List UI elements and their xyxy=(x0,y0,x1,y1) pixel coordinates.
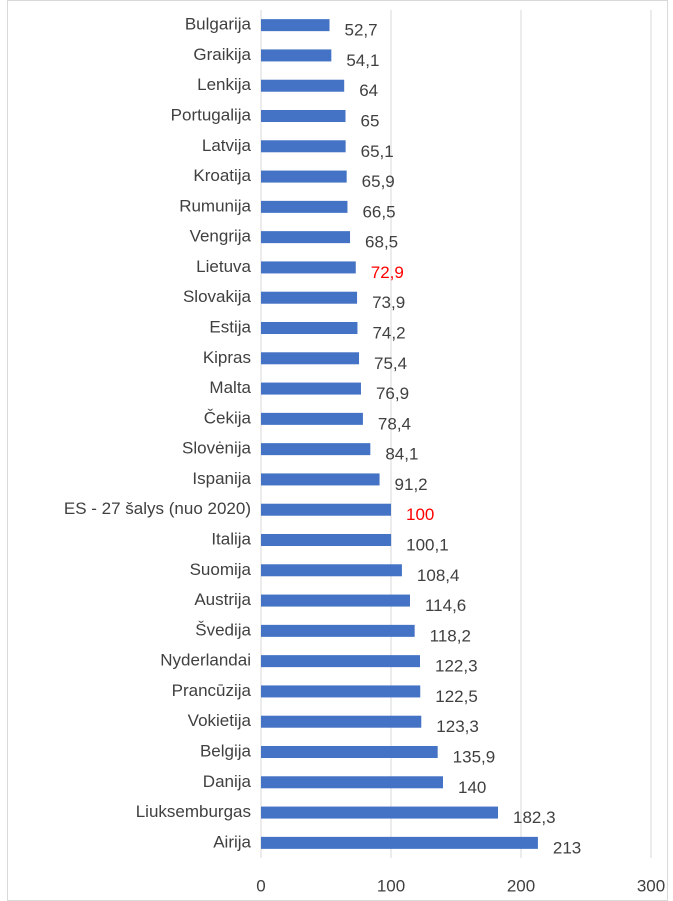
value-label: 76,9 xyxy=(376,384,409,403)
bar xyxy=(261,291,358,304)
bar xyxy=(261,776,443,789)
bar xyxy=(261,503,391,516)
bar xyxy=(261,322,358,334)
y-tick-label: Prancūzija xyxy=(172,681,252,700)
value-label: 140 xyxy=(458,778,486,797)
y-tick-label: Slovakija xyxy=(183,287,252,306)
bar xyxy=(261,110,346,122)
y-tick-label: Kroatija xyxy=(193,166,251,185)
y-tick-label: ES - 27 šalys (nuo 2020) xyxy=(64,499,251,518)
y-tick-label: Graikija xyxy=(193,45,251,64)
bar xyxy=(261,746,438,758)
bar xyxy=(261,836,538,849)
value-label: 78,4 xyxy=(378,414,411,433)
value-label: 54,1 xyxy=(346,51,379,70)
y-tick-label: Nyderlandai xyxy=(160,651,251,670)
y-tick-label: Lenkija xyxy=(197,75,251,94)
value-label: 68,5 xyxy=(365,233,398,252)
bar xyxy=(261,170,347,183)
value-label: 72,9 xyxy=(371,263,404,282)
value-label: 84,1 xyxy=(385,445,418,464)
value-label: 91,2 xyxy=(395,475,428,494)
value-label: 135,9 xyxy=(453,747,496,766)
y-tick-label: Estija xyxy=(209,317,251,336)
bar xyxy=(261,534,392,546)
value-label: 65,9 xyxy=(362,172,395,191)
y-tick-label: Suomija xyxy=(190,560,252,579)
y-tick-label: Italija xyxy=(211,529,251,548)
value-label: 114,6 xyxy=(425,596,466,615)
bar xyxy=(261,564,402,577)
bar xyxy=(261,473,380,486)
y-tick-label: Danija xyxy=(203,772,252,791)
value-label: 100 xyxy=(406,505,434,524)
value-label: 122,3 xyxy=(435,657,478,676)
value-label: 123,3 xyxy=(436,717,479,736)
value-label: 74,2 xyxy=(372,323,405,342)
x-tick-label: 100 xyxy=(377,876,405,895)
value-label: 66,5 xyxy=(362,202,395,221)
bar xyxy=(261,19,330,32)
y-tick-label: Švedija xyxy=(195,620,251,639)
x-tick-label: 0 xyxy=(256,876,265,895)
y-tick-label: Portugalija xyxy=(171,105,252,124)
value-label: 65,1 xyxy=(361,142,394,161)
bar xyxy=(261,79,345,92)
y-tick-label: Ispanija xyxy=(192,469,251,488)
bar xyxy=(261,352,360,365)
bar xyxy=(261,200,348,213)
bar xyxy=(261,624,415,637)
y-tick-label: Malta xyxy=(209,378,251,397)
value-label: 64 xyxy=(359,81,378,100)
value-label: 108,4 xyxy=(417,566,460,585)
value-label: 75,4 xyxy=(374,354,407,373)
y-tick-label: Liuksemburgas xyxy=(136,802,251,821)
value-label: 182,3 xyxy=(513,808,556,827)
value-label: 213 xyxy=(553,838,581,857)
value-label: 100,1 xyxy=(406,535,449,554)
y-tick-label: Kipras xyxy=(203,348,251,367)
y-tick-label: Belgija xyxy=(200,741,252,760)
y-tick-label: Latvija xyxy=(202,136,252,155)
y-tick-label: Vokietija xyxy=(188,711,252,730)
bar xyxy=(261,49,332,62)
bar xyxy=(261,140,346,153)
y-tick-label: Rumunija xyxy=(179,196,251,215)
x-tick-label: 200 xyxy=(507,876,535,895)
bar xyxy=(261,594,410,607)
bar xyxy=(261,412,363,425)
y-tick-label: Slovėnija xyxy=(182,439,252,458)
bar xyxy=(261,443,371,456)
value-label: 52,7 xyxy=(345,21,378,40)
bar xyxy=(261,231,351,244)
x-tick-label: 300 xyxy=(637,876,665,895)
bar xyxy=(261,715,422,728)
value-label: 122,5 xyxy=(435,687,478,706)
y-tick-label: Čekija xyxy=(204,408,252,427)
y-tick-label: Vengrija xyxy=(190,227,252,246)
bar xyxy=(261,655,420,668)
bar xyxy=(261,685,421,698)
y-tick-label: Airija xyxy=(213,832,251,851)
value-label: 65 xyxy=(361,111,380,130)
y-tick-label: Lietuva xyxy=(196,257,251,276)
bar xyxy=(261,382,361,395)
bar xyxy=(261,261,356,274)
y-tick-label: Austrija xyxy=(194,590,251,609)
y-tick-label: Bulgarija xyxy=(185,15,252,34)
value-label: 73,9 xyxy=(372,293,405,312)
bar xyxy=(261,806,498,819)
value-label: 118,2 xyxy=(430,626,471,645)
